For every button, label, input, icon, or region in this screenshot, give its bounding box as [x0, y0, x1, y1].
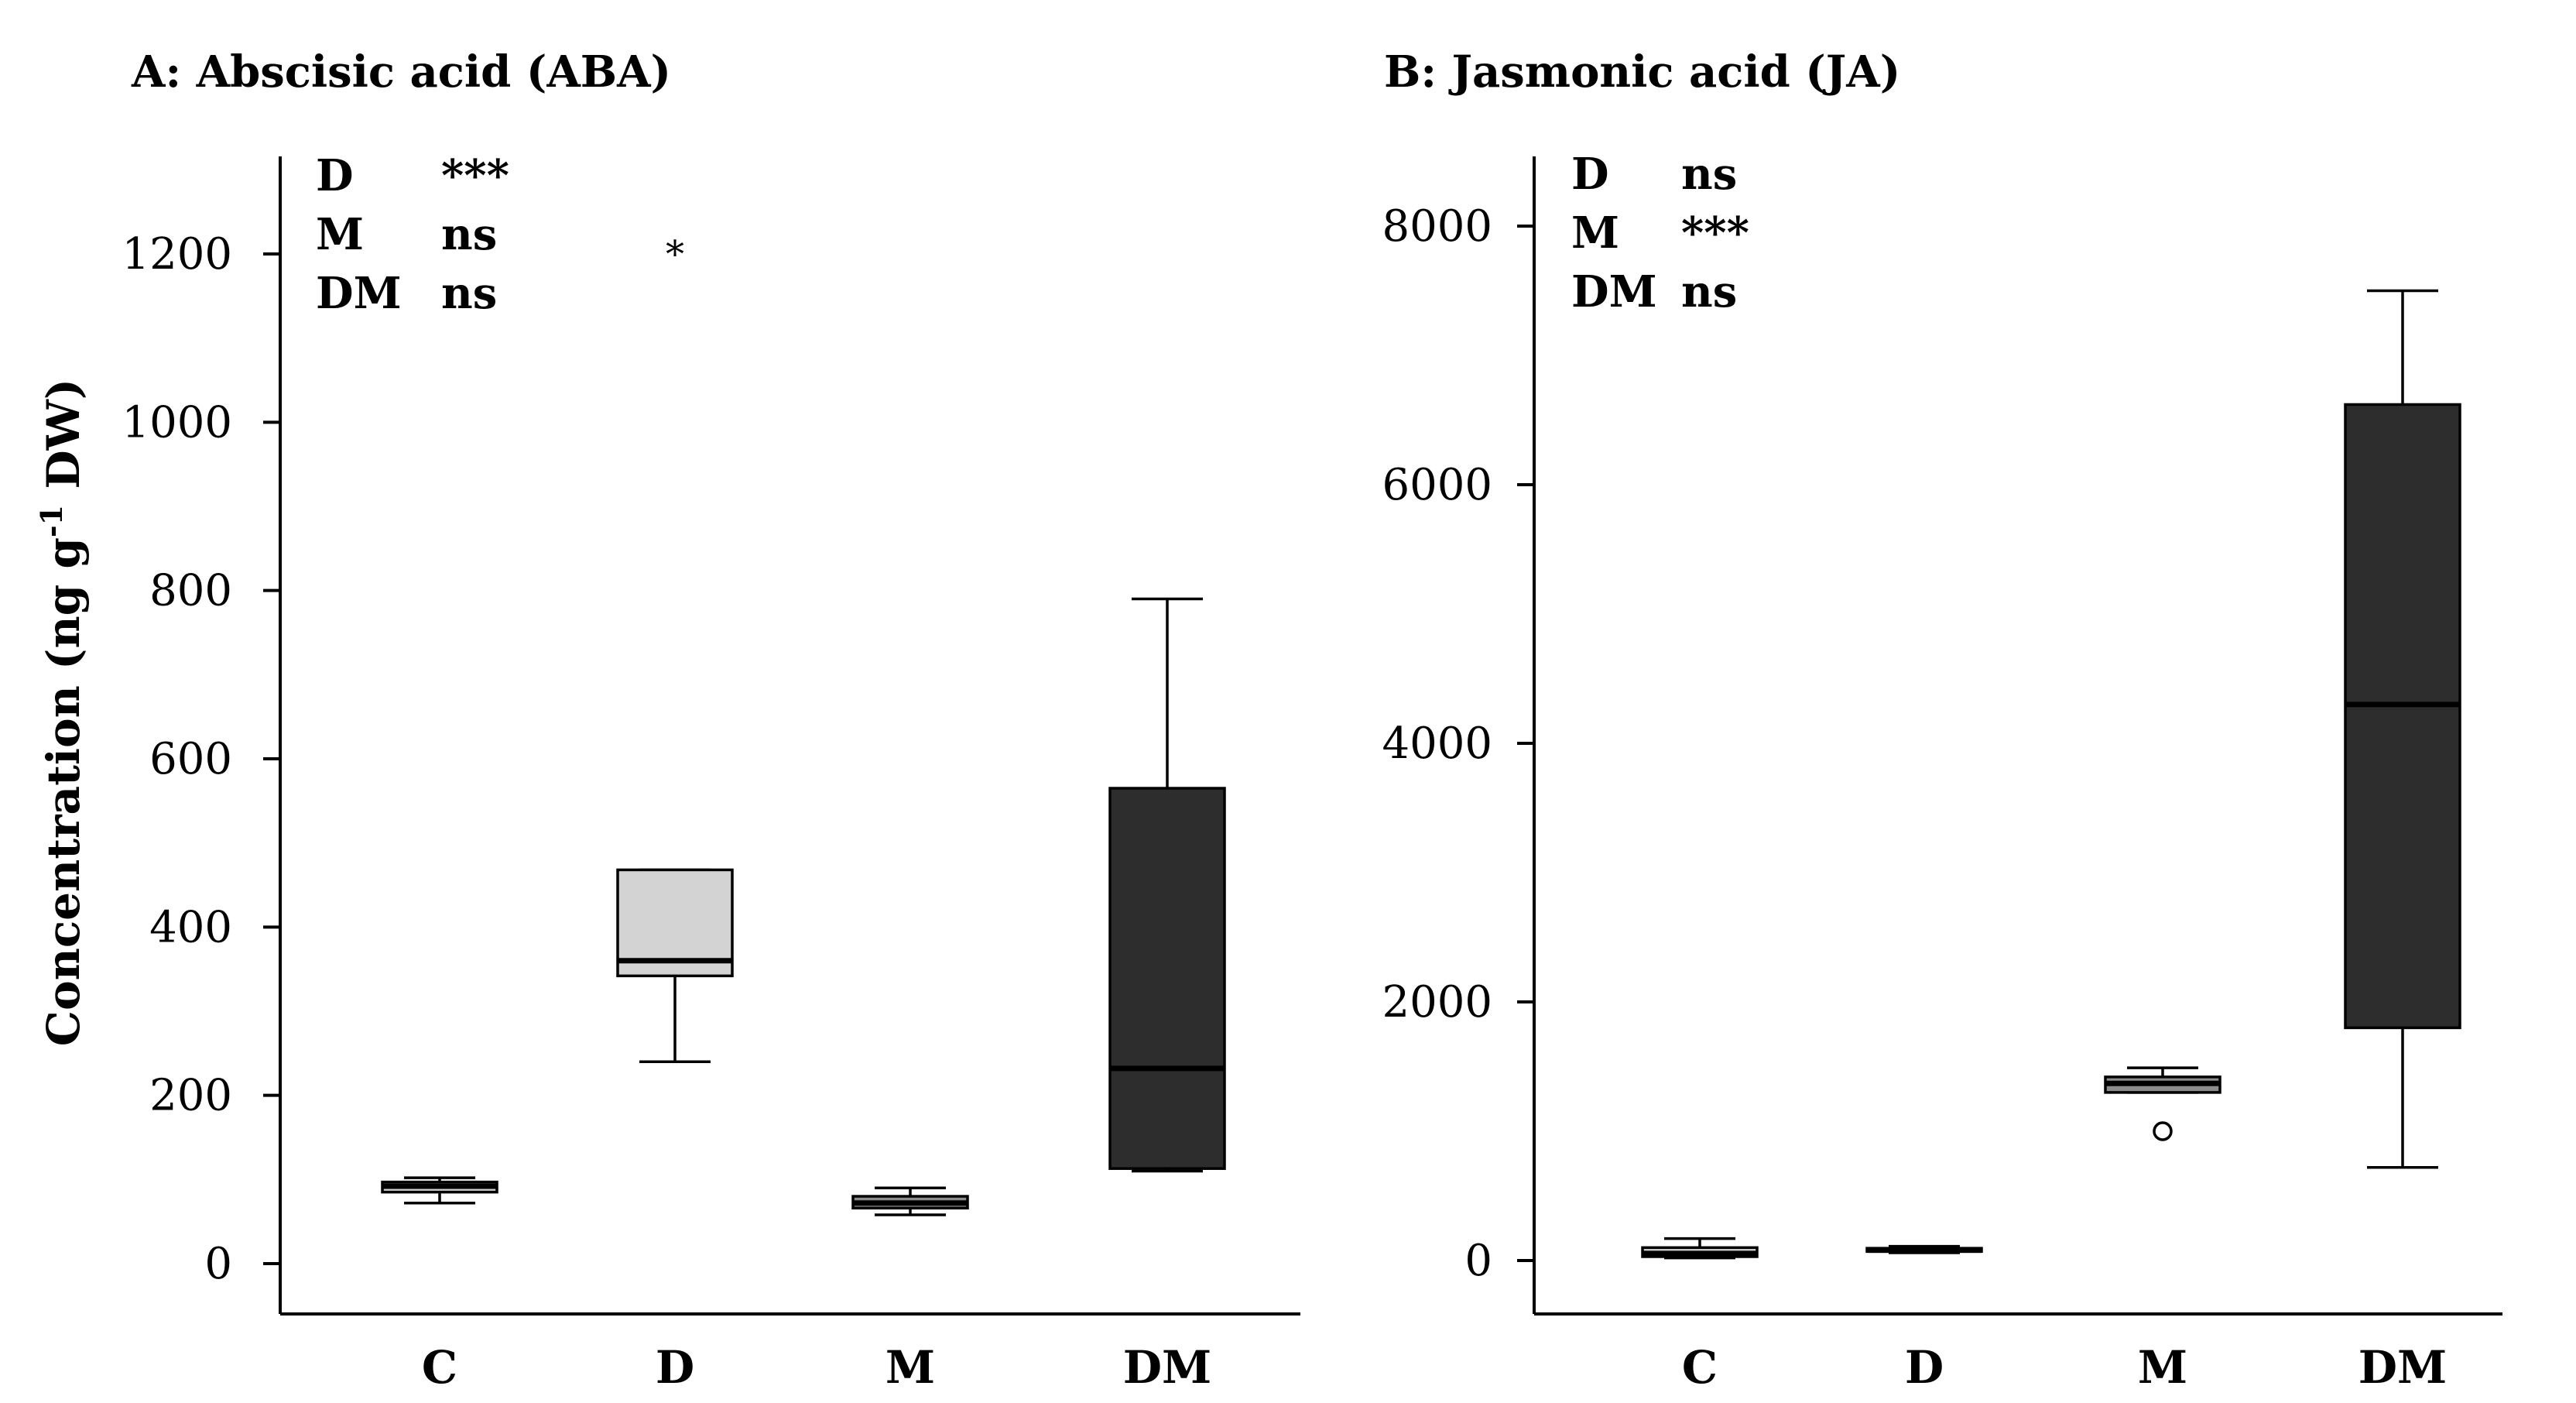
x-category-label: C: [422, 1341, 457, 1394]
x-category-label: M: [886, 1341, 935, 1394]
panel-a-title: A: Abscisic acid (ABA): [131, 46, 671, 98]
y-tick-label: 1200: [122, 229, 232, 280]
box-d: *: [616, 233, 734, 1063]
panel-a-aba: A: Abscisic acid (ABA) Concentration (ng…: [34, 46, 1300, 1394]
y-tick-label: 600: [149, 734, 232, 784]
y-tick-label: 8000: [1382, 201, 1492, 252]
significance-value: ns: [1681, 266, 1737, 317]
x-category-label: D: [656, 1341, 694, 1394]
axes-a: [279, 156, 1300, 1316]
x-category-label: DM: [2358, 1341, 2448, 1394]
box-m: [2104, 1066, 2221, 1141]
y-tick-label: 0: [1464, 1236, 1492, 1286]
significance-value: ***: [1681, 208, 1749, 259]
box-c: [381, 1176, 498, 1205]
box-dm: [1108, 597, 1226, 1173]
box-dm: [2344, 289, 2461, 1169]
axes-b: [1533, 156, 2502, 1316]
x-category-label: D: [1905, 1341, 1944, 1394]
iqr-box: [1108, 787, 1226, 1170]
outlier-point: [2153, 1121, 2173, 1141]
significance-factor: M: [316, 209, 364, 260]
significance-legend-a: D *** M ns DM ns: [316, 150, 509, 319]
significance-factor: DM: [1571, 266, 1657, 317]
y-tick-label: 400: [149, 902, 232, 952]
box-d: [1865, 1244, 1983, 1254]
y-tick-label: 0: [204, 1239, 232, 1289]
panel-b-title: B: Jasmonic acid (JA): [1384, 46, 1900, 98]
significance-value: ns: [441, 268, 497, 319]
x-category-label: M: [2138, 1341, 2187, 1394]
y-tick-label: 4000: [1382, 719, 1492, 769]
significance-factor: D: [1571, 149, 1609, 200]
y-tick-label: 6000: [1382, 460, 1492, 510]
significance-value: ns: [1681, 149, 1737, 200]
significance-value: ns: [441, 209, 497, 260]
box-m: [851, 1186, 969, 1216]
y-tick-label: 800: [149, 566, 232, 616]
significance-factor: M: [1571, 208, 1619, 259]
y-tick-label: 2000: [1382, 977, 1492, 1027]
y-tick-label: 200: [149, 1071, 232, 1121]
x-category-label: DM: [1123, 1341, 1212, 1394]
extreme-point: *: [666, 233, 684, 276]
iqr-box: [2344, 403, 2461, 1030]
x-category-label: C: [1682, 1341, 1718, 1394]
y-tick-label: 1000: [122, 397, 232, 448]
significance-value: ***: [441, 150, 509, 201]
significance-factor: D: [316, 150, 354, 201]
box-c: [1641, 1237, 1759, 1260]
y-axis-label: Concentration (ng g-1 DW): [34, 379, 90, 1046]
significance-factor: DM: [316, 268, 402, 319]
